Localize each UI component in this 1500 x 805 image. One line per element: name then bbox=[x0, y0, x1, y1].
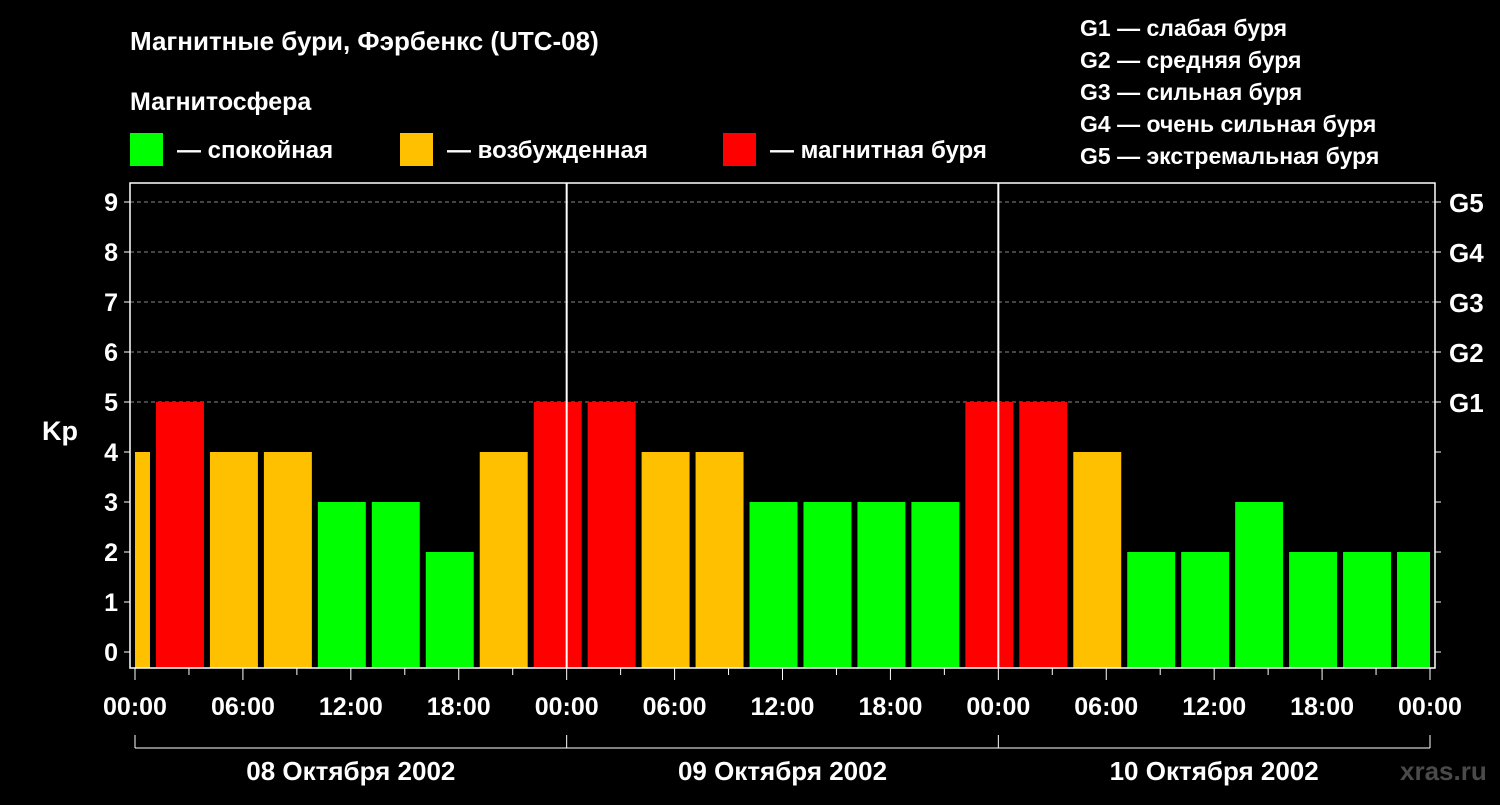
bar-kp-3 bbox=[803, 502, 852, 668]
legend-swatch bbox=[400, 133, 433, 166]
bar-kp-2 bbox=[1289, 552, 1338, 668]
g-tick-label: G4 bbox=[1449, 238, 1484, 268]
chart-title: Магнитные бури, Фэрбенкс (UTC-08) bbox=[130, 26, 599, 56]
bar-kp-3 bbox=[911, 502, 960, 668]
day-label: 09 Октября 2002 bbox=[678, 756, 887, 786]
g-tick-label: G5 bbox=[1449, 188, 1484, 218]
x-tick-label: 18:00 bbox=[858, 693, 922, 721]
day-label: 10 Октября 2002 bbox=[1110, 756, 1319, 786]
bar-kp-2 bbox=[425, 552, 474, 668]
y-axis-label: Kp bbox=[42, 416, 78, 446]
x-tick-label: 00:00 bbox=[966, 693, 1030, 721]
legend-title: Магнитосфера bbox=[130, 88, 312, 116]
legend: — спокойная — возбужденная — магнитная бур… bbox=[130, 133, 987, 166]
bar-kp-3 bbox=[317, 502, 366, 668]
x-tick-label: 12:00 bbox=[1182, 693, 1246, 721]
y-tick-label: 1 bbox=[104, 589, 118, 617]
bar-kp-2 bbox=[1343, 552, 1392, 668]
legend-label: — магнитная буря bbox=[770, 137, 987, 164]
x-tick-label: 12:00 bbox=[751, 693, 815, 721]
bar-kp-5 bbox=[533, 402, 582, 668]
x-tick-label: 06:00 bbox=[1074, 693, 1138, 721]
x-tick-label: 18:00 bbox=[1290, 693, 1354, 721]
g-legend: G1 — слабая буря G2 — средняя буря G3 — си… bbox=[1080, 15, 1379, 169]
x-tick-label: 06:00 bbox=[211, 693, 275, 721]
x-tick-label: 00:00 bbox=[1398, 693, 1462, 721]
bar-kp-2 bbox=[1397, 552, 1430, 668]
bar-kp-4 bbox=[479, 452, 528, 668]
x-tick-label: 06:00 bbox=[643, 693, 707, 721]
g-legend-item: G3 — сильная буря bbox=[1080, 79, 1302, 105]
x-tick-label: 12:00 bbox=[319, 693, 383, 721]
bar-kp-4 bbox=[263, 452, 312, 668]
bar-kp-3 bbox=[857, 502, 906, 668]
g-tick-label: G2 bbox=[1449, 338, 1484, 368]
watermark: xras.ru bbox=[1400, 756, 1487, 786]
y-tick-label: 4 bbox=[104, 439, 118, 467]
day-label: 08 Октября 2002 bbox=[246, 756, 455, 786]
plot-area: 0 1 2 3 4 5 6 7 8 9 G1 G2 G3 G4 G5 00:00 06:00 12:00 18:00… bbox=[103, 182, 1484, 786]
bar-kp-3 bbox=[749, 502, 798, 668]
g-legend-item: G5 — экстремальная буря bbox=[1080, 143, 1379, 169]
x-tick-label: 18:00 bbox=[427, 693, 491, 721]
y-tick-label: 8 bbox=[104, 239, 118, 267]
bar-kp-3 bbox=[1235, 502, 1284, 668]
bar-kp-4 bbox=[1073, 452, 1122, 668]
x-tick-label: 00:00 bbox=[103, 693, 167, 721]
bar-kp-4 bbox=[135, 452, 150, 668]
bar-kp-4 bbox=[209, 452, 258, 668]
bar-kp-4 bbox=[641, 452, 690, 668]
bar-kp-5 bbox=[965, 402, 1014, 668]
x-tick-label: 00:00 bbox=[535, 693, 599, 721]
y-tick-label: 6 bbox=[104, 339, 118, 367]
g-tick-label: G1 bbox=[1449, 388, 1484, 418]
y-tick-label: 5 bbox=[104, 389, 118, 417]
g-legend-item: G4 — очень сильная буря bbox=[1080, 111, 1376, 137]
bar-kp-4 bbox=[695, 452, 744, 668]
bar-kp-3 bbox=[371, 502, 420, 668]
legend-label: — спокойная bbox=[177, 137, 333, 164]
g-tick-label: G3 bbox=[1449, 288, 1484, 318]
bar-kp-5 bbox=[1019, 402, 1068, 668]
bar-kp-2 bbox=[1181, 552, 1230, 668]
bar-kp-2 bbox=[1127, 552, 1176, 668]
bar-kp-5 bbox=[587, 402, 636, 668]
y-tick-label: 9 bbox=[104, 189, 118, 217]
legend-label: — возбужденная bbox=[447, 137, 648, 164]
legend-swatch bbox=[723, 133, 756, 166]
y-tick-label: 7 bbox=[104, 289, 118, 317]
bar-kp-5 bbox=[155, 402, 204, 668]
y-tick-label: 3 bbox=[104, 489, 118, 517]
g-legend-item: G1 — слабая буря bbox=[1080, 15, 1287, 41]
y-tick-label: 2 bbox=[104, 539, 118, 567]
legend-swatch bbox=[130, 133, 163, 166]
y-tick-label: 0 bbox=[104, 639, 118, 667]
g-legend-item: G2 — средняя буря bbox=[1080, 47, 1301, 73]
